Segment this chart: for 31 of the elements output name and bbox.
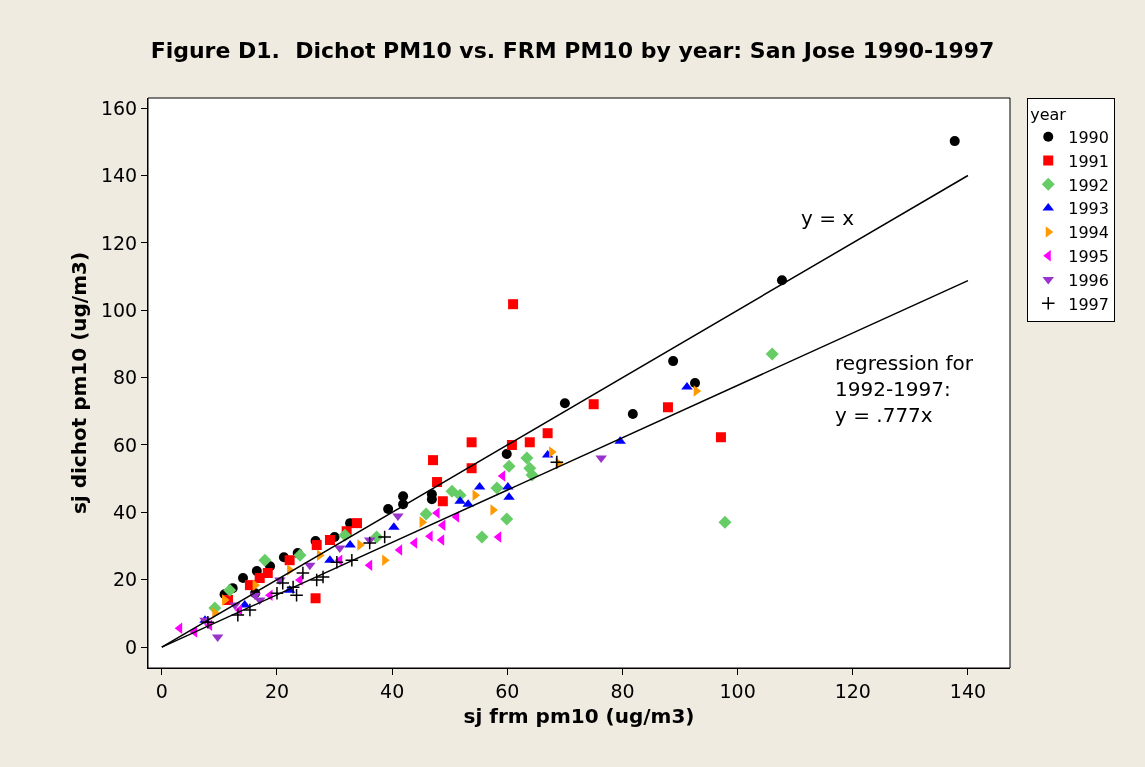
x-tick-label: 80 (610, 679, 635, 702)
y-tick-label: 20 (113, 568, 138, 591)
x-tick-label: 100 (719, 679, 756, 702)
y-tick-label: 80 (113, 366, 138, 389)
y-tick-label: 100 (100, 298, 138, 321)
legend-label: 1997 (1068, 294, 1109, 314)
x-axis-title: sj frm pm10 (ug/m3) (463, 704, 695, 729)
legend-label: 1991 (1068, 151, 1109, 171)
y-tick-label: 0 (125, 635, 138, 658)
x-tick-label: 140 (949, 679, 987, 702)
legend-label: 1995 (1068, 246, 1109, 266)
y-tick-label: 140 (100, 164, 138, 187)
y-tick-label: 60 (113, 433, 138, 456)
x-tick-label: 20 (264, 679, 290, 702)
x-tick-label: 0 (155, 679, 168, 702)
legend-label: 1990 (1068, 127, 1109, 147)
annotation: y = x (801, 206, 855, 230)
y-tick-label: 40 (113, 501, 138, 524)
annotation: regression for 1992-1997: y = .777x (835, 351, 974, 427)
y-tick-label: 120 (100, 231, 138, 254)
y-tick-label: 160 (100, 96, 138, 119)
legend-title: year (1030, 104, 1067, 124)
legend-label: 1992 (1068, 175, 1109, 195)
y-axis-title: sj dichot pm10 (ug/m3) (67, 251, 92, 515)
x-tick-label: 40 (380, 679, 405, 702)
legend-label: 1996 (1068, 270, 1109, 290)
chart-title: Figure D1. Dichot PM10 vs. FRM PM10 by year: San Jose 1990-1997 (150, 37, 995, 63)
legend-label: 1994 (1068, 223, 1109, 243)
x-tick-label: 60 (495, 679, 520, 702)
legend-label: 1993 (1068, 199, 1109, 219)
x-tick-label: 120 (834, 679, 871, 702)
